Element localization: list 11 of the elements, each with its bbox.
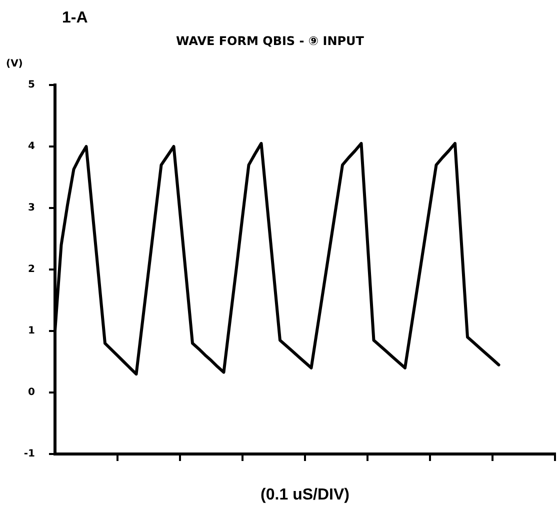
y-tick-label: 5 xyxy=(28,80,36,91)
y-tick-label: 2 xyxy=(28,264,36,276)
y-tick-label: 4 xyxy=(28,141,36,152)
y-axis-title: (V) xyxy=(6,58,23,70)
y-tick-label: -1 xyxy=(24,448,36,460)
text: 1-A xyxy=(62,9,88,26)
x-axis-title: (0.1 uS/DIV) xyxy=(260,486,350,504)
y-tick-label: 3 xyxy=(28,202,36,214)
y-tick-label: 0 xyxy=(28,387,36,398)
y-tick-label: 1 xyxy=(28,326,36,337)
chart-title: WAVE FORM QBIS - ⑨ INPUT xyxy=(176,34,365,48)
